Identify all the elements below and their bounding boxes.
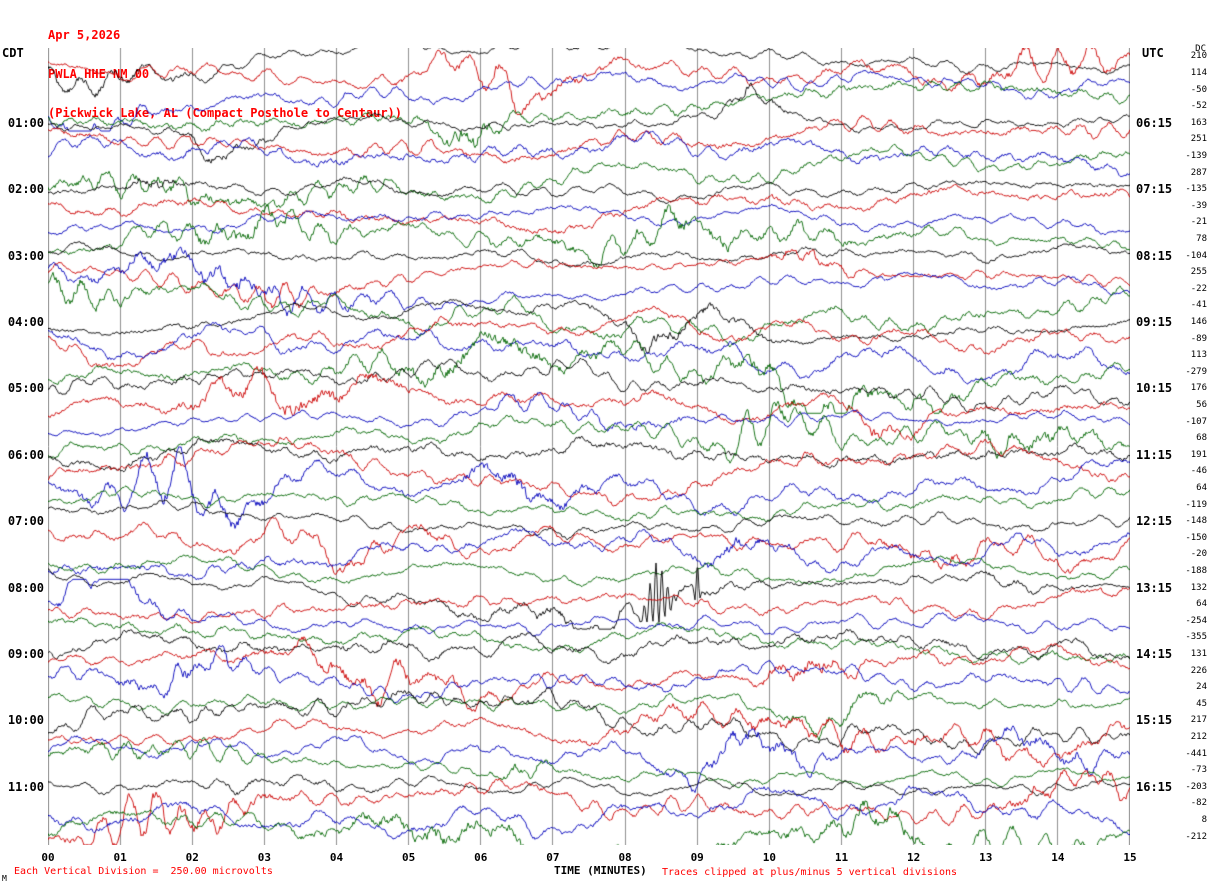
x-tick-label: 12	[906, 851, 921, 864]
x-tick-label: 02	[185, 851, 199, 864]
dc-offset-value: 24	[1196, 682, 1207, 693]
dc-offset-value: -355	[1185, 632, 1207, 643]
left-time-label: 01:00	[7, 115, 44, 130]
left-time-label: 06:00	[7, 447, 44, 462]
x-tick-label: 13	[979, 851, 993, 864]
x-axis-label: TIME (MINUTES)	[554, 864, 647, 877]
dc-offset-value: 114	[1190, 67, 1207, 78]
dc-offset-value: 56	[1196, 399, 1207, 410]
dc-offset-value: -20	[1190, 549, 1207, 560]
x-tick-label: 11	[834, 851, 849, 864]
dc-offset-value: -39	[1190, 200, 1207, 211]
x-tick-label: 06	[474, 851, 488, 864]
dc-offset-value: 163	[1190, 117, 1207, 128]
left-time-label: 02:00	[7, 182, 44, 197]
date-line: Apr 5,2026	[48, 28, 121, 42]
dc-offset-value: 176	[1190, 383, 1207, 394]
dc-offset-value: 226	[1190, 665, 1207, 676]
dc-offset-value: -203	[1185, 781, 1207, 792]
x-tick-label: 07	[546, 851, 560, 864]
dc-offset-value: 8	[1201, 815, 1207, 826]
vertical-scale-note: Each Vertical Division = 250.00 microvol…	[14, 866, 273, 877]
x-tick-label: 09	[690, 851, 704, 864]
dc-offset-value: 68	[1196, 433, 1207, 444]
dc-offset-value: -279	[1185, 366, 1207, 377]
dc-offset-value: 131	[1190, 649, 1207, 660]
dc-offset-value: -254	[1185, 615, 1207, 626]
dc-offset-value: -82	[1190, 798, 1207, 809]
dc-offset-value: 287	[1190, 167, 1207, 178]
seismogram-trace-canvas	[48, 48, 1130, 845]
dc-offset-value: -50	[1190, 84, 1207, 95]
dc-offset-value: -148	[1185, 516, 1207, 527]
dc-offset-value: -104	[1185, 250, 1207, 261]
right-timezone-label: UTC	[1142, 46, 1164, 60]
dc-offset-value: 210	[1190, 51, 1207, 62]
right-time-label: 07:15	[1136, 182, 1173, 197]
left-timezone-label: CDT	[2, 46, 24, 60]
dc-offset-value: 255	[1190, 267, 1207, 278]
dc-offset-value: 64	[1196, 599, 1207, 610]
right-time-label: 16:15	[1136, 779, 1173, 794]
right-time-label: 06:15	[1136, 115, 1173, 130]
x-tick-label: 00	[41, 851, 55, 864]
dc-offset-value: 251	[1190, 134, 1207, 145]
x-tick-label: 05	[402, 851, 416, 864]
left-time-label: 09:00	[7, 647, 44, 662]
x-tick-label: 10	[762, 851, 776, 864]
right-time-label: 11:15	[1136, 447, 1173, 462]
right-time-label: 13:15	[1136, 580, 1173, 595]
x-tick-label: 01	[113, 851, 127, 864]
dc-offset-value: -73	[1190, 765, 1207, 776]
dc-offset-value: -212	[1185, 831, 1207, 842]
dc-offset-value: -441	[1185, 748, 1207, 759]
dc-offset-value: 113	[1190, 350, 1207, 361]
dc-offset-value: -139	[1185, 150, 1207, 161]
dc-offset-value: -135	[1185, 184, 1207, 195]
left-time-label: 11:00	[7, 779, 44, 794]
dc-offset-value: -107	[1185, 416, 1207, 427]
clip-note: Traces clipped at plus/minus 5 vertical …	[662, 867, 958, 878]
dc-offset-value: -150	[1185, 532, 1207, 543]
left-time-label: 03:00	[7, 248, 44, 263]
left-time-label: 04:00	[7, 314, 44, 329]
dc-offset-value: -52	[1190, 101, 1207, 112]
dc-offset-value: 212	[1190, 732, 1207, 743]
left-time-label: 10:00	[7, 713, 44, 728]
right-time-label: 12:15	[1136, 514, 1173, 529]
left-time-label: 08:00	[7, 580, 44, 595]
dc-offset-value: -119	[1185, 499, 1207, 510]
left-time-label: 05:00	[7, 381, 44, 396]
right-time-label: 09:15	[1136, 314, 1173, 329]
dc-offset-value: 132	[1190, 582, 1207, 593]
right-time-label: 08:15	[1136, 248, 1173, 263]
x-tick-label: 03	[257, 851, 272, 864]
corner-mark: M	[2, 874, 7, 883]
left-time-label: 07:00	[7, 514, 44, 529]
dc-offset-value: -89	[1190, 333, 1207, 344]
dc-offset-value: -46	[1190, 466, 1207, 477]
right-time-label: 15:15	[1136, 713, 1173, 728]
dc-offset-value: 64	[1196, 483, 1207, 493]
right-time-label: 14:15	[1136, 647, 1173, 662]
right-time-label: 10:15	[1136, 381, 1173, 396]
dc-offset-value: -21	[1190, 217, 1207, 228]
dc-offset-value: 78	[1196, 233, 1207, 244]
dc-offset-value: 217	[1190, 715, 1207, 726]
x-tick-label: 14	[1051, 851, 1065, 864]
dc-column-header: DC	[1195, 44, 1206, 54]
dc-offset-value: -22	[1190, 283, 1207, 294]
x-tick-label: 04	[329, 851, 344, 864]
dc-offset-value: 191	[1190, 449, 1207, 460]
dc-offset-value: -188	[1185, 566, 1207, 577]
dc-offset-value: 45	[1196, 698, 1207, 709]
dc-offset-value: -41	[1190, 300, 1207, 311]
x-tick-label: 08	[618, 851, 632, 864]
dc-offset-value: 146	[1190, 316, 1207, 327]
x-tick-label: 15	[1123, 851, 1137, 864]
